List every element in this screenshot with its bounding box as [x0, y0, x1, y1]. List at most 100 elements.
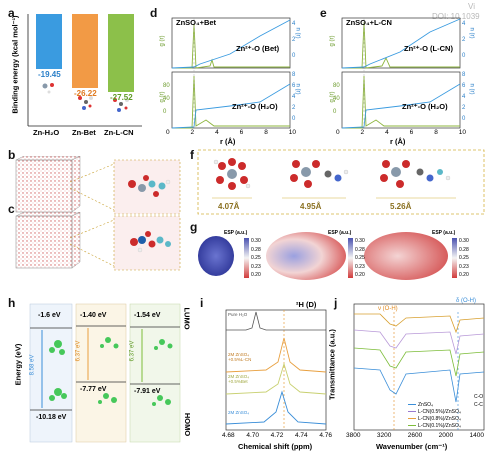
panel-d-rdf-chart — [171, 17, 291, 129]
xtick: 10 — [288, 129, 296, 136]
ytick: 0 — [163, 109, 167, 115]
panel-d-xticks: 0 2 4 6 8 10 — [166, 129, 296, 136]
panel-g-label: g — [190, 220, 198, 234]
molecule-zn-h2o — [42, 83, 54, 94]
esp-tick: 0.23 — [459, 263, 469, 270]
watermark-vi: Vi — [468, 2, 475, 11]
esp-surface-3 — [364, 232, 448, 280]
panel-h-label: h — [8, 296, 16, 310]
ytick: 0 — [292, 116, 296, 122]
lumo-value-1: -1.6 eV — [38, 312, 61, 319]
ytick: 4 — [462, 94, 466, 100]
lumo-value-2: -1.40 eV — [80, 312, 107, 319]
ytick: 4 — [292, 94, 296, 100]
esp-ticks-2: 0.30 0.28 0.25 0.23 0.20 — [355, 237, 365, 280]
panel-c-label: c — [8, 202, 15, 216]
panel-f-dim-1: 4.07Å — [218, 202, 240, 211]
panel-e-top-annot: Zn²⁺-O (L-CN) — [404, 44, 453, 53]
xtick: 6 — [239, 129, 244, 136]
bar-zn-lcn — [108, 14, 134, 92]
panel-c-md-snapshot — [15, 212, 181, 271]
esp-colorbar-2 — [348, 238, 353, 278]
panel-j-xticks: 3800 3200 2600 2000 1400 — [346, 432, 484, 439]
annot-co: C-O — [474, 394, 484, 400]
esp-tick: 0.28 — [459, 246, 469, 253]
panel-f-dim-3: 5.26Å — [390, 202, 412, 211]
legend-swatch — [408, 424, 416, 427]
xtick: 2 — [360, 129, 365, 136]
legend-text: L-CN(0.5%)/ZnSO₄ — [418, 409, 461, 415]
xlabel-zn-bet: Zn-Bet — [72, 128, 96, 137]
xtick: 2600 — [407, 432, 423, 439]
esp-tick: 0.20 — [459, 272, 469, 278]
panel-d-g-label-top: g (r) — [159, 35, 166, 47]
legend-text: L-CN(0.8%)/ZnSO₄ — [418, 416, 461, 422]
ytick: 2 — [462, 105, 466, 111]
panel-e-xticks: 0 2 4 6 8 10 — [336, 129, 466, 136]
panel-d-n-label-bottom: n (r) — [294, 83, 301, 95]
ytick: 4 — [292, 21, 296, 27]
esp-tick: 0.30 — [251, 238, 261, 244]
homo-side-label: HOMO — [183, 412, 193, 437]
ytick: 2 — [292, 105, 296, 111]
xtick: 1400 — [469, 432, 484, 439]
esp-tick: 0.25 — [459, 255, 469, 261]
i-curve-label-2: 2M ZnSO₄ +0.5%L-CN — [228, 352, 252, 362]
panel-e-yticks-left: 80 40 0 — [333, 80, 340, 119]
xlabel-zn-h2o: Zn-H₂O — [33, 128, 60, 137]
legend-item-4: L-CN(0.1%)/ZnSO₄ — [408, 423, 461, 430]
ytick: 6 — [292, 83, 296, 89]
panel-j-label: j — [334, 296, 338, 310]
esp-title-3: ESP (a.u.) — [432, 230, 456, 236]
esp-tick: 0.20 — [355, 272, 365, 278]
panel-d-yticks-right-bottom: 8 6 4 2 0 — [292, 70, 295, 125]
panel-g-esp-maps — [198, 232, 457, 280]
legend-swatch — [408, 410, 416, 413]
panel-e-yticks-right-bottom: 8 6 4 2 0 — [462, 70, 465, 125]
esp-tick: 0.23 — [251, 263, 261, 270]
esp-colorbar-3 — [452, 238, 457, 278]
xtick: 10 — [458, 129, 466, 136]
xtick: 3800 — [346, 432, 361, 439]
panel-a-bar-chart — [27, 14, 142, 127]
panel-d-legend: ZnSO₄+Bet — [176, 18, 217, 27]
panel-e-bottom-annot: Zn²⁺-O (H₂O) — [402, 102, 448, 111]
xtick: 4.76 — [319, 432, 332, 439]
xtick: 4.70 — [246, 432, 259, 439]
xtick: 6 — [409, 129, 414, 136]
xtick: 2 — [190, 129, 195, 136]
panel-j-ftir-chart — [353, 303, 485, 431]
panel-e-n-label-top: n (r) — [468, 27, 475, 39]
xtick: 4.74 — [294, 432, 308, 439]
panel-e-rdf-chart — [341, 17, 461, 129]
panel-e-label: e — [320, 6, 327, 20]
gap-1: 8.58 eV — [29, 354, 36, 376]
panel-d-yticks-left: 80 40 0 — [163, 80, 170, 119]
bar-zn-h2o — [36, 14, 62, 69]
gap-3: 6.37 eV — [129, 340, 136, 362]
legend-item-2: L-CN(0.5%)/ZnSO₄ — [408, 409, 461, 416]
xtick: 0 — [336, 129, 340, 136]
ytick: 0 — [462, 116, 466, 122]
panel-e-g-label-top: g (r) — [329, 35, 336, 47]
panel-d-bottom-annot: Zn²⁺-O (H₂O) — [232, 102, 278, 111]
panel-i-label: i — [200, 296, 204, 310]
panel-j-xlabel: Wavenumber (cm⁻¹) — [376, 442, 448, 451]
panel-e-n-label-bottom: n (r) — [468, 83, 475, 95]
xlabel-zn-lcn: Zn-L-CN — [104, 128, 134, 137]
esp-tick: 0.25 — [251, 255, 261, 261]
esp-title-1: ESP (a.u.) — [224, 230, 248, 236]
xtick: 3200 — [376, 432, 392, 439]
i-curve-label-3: 2M ZnSO₄ +0.5%Bet — [228, 374, 250, 384]
molecule-zn-lcn — [113, 98, 129, 112]
watermark-doi: DOI: 10.1039 — [432, 12, 480, 21]
lumo-side-label: LUMO — [182, 307, 192, 330]
panel-d-xlabel: r (Å) — [220, 137, 236, 146]
ytick: 0 — [292, 53, 296, 59]
panel-e-yticks-right-top: 4 2 0 — [462, 16, 465, 64]
annot-cc: C-C — [474, 402, 483, 408]
panel-e-xlabel: r (Å) — [390, 137, 406, 146]
panel-i-title: ²H (D) — [296, 300, 317, 309]
ytick: 80 — [333, 83, 340, 89]
value-zn-h2o: -19.45 — [38, 70, 61, 79]
